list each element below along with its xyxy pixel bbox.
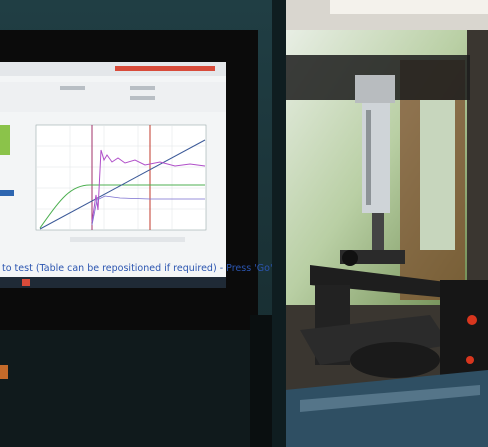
legend-bar	[70, 237, 185, 242]
trace	[39, 184, 205, 229]
status-header	[115, 66, 215, 71]
fixture	[350, 342, 440, 378]
taskbar-icon	[22, 279, 30, 286]
arm	[310, 265, 470, 300]
trace	[91, 195, 205, 226]
status-line: to test (Table can be repositioned if re…	[2, 263, 273, 274]
field	[130, 86, 155, 90]
taskbar	[0, 277, 226, 288]
load-cell	[355, 75, 395, 103]
plot-area	[35, 124, 207, 231]
red-knob	[467, 315, 477, 325]
indicator	[0, 125, 10, 155]
toolbar	[0, 62, 226, 76]
actuator-rod	[366, 110, 371, 205]
knob	[342, 250, 358, 266]
selection	[0, 190, 14, 196]
light	[330, 0, 488, 14]
reflection	[300, 385, 480, 412]
light-tag	[0, 365, 8, 379]
cabinet-edge	[272, 0, 286, 447]
lower-panel	[0, 330, 272, 447]
red-knob	[466, 356, 474, 364]
trace	[39, 139, 206, 230]
field	[60, 86, 85, 90]
window-pane	[420, 100, 455, 250]
form-area	[0, 82, 226, 112]
plot-grid	[36, 125, 206, 230]
table	[300, 315, 450, 365]
handle	[250, 315, 272, 447]
trace	[91, 149, 206, 223]
shaft	[372, 213, 384, 258]
field	[130, 96, 155, 100]
